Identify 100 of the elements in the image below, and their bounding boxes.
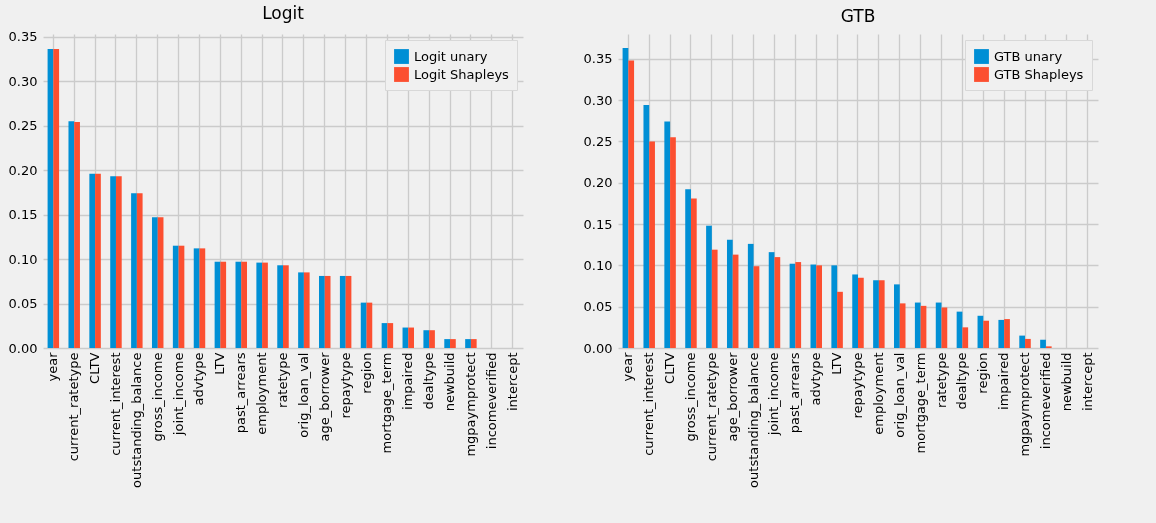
bar: [962, 327, 969, 348]
bar: [241, 261, 247, 348]
bar: [283, 265, 289, 348]
y-tick-label: 0.00: [583, 340, 613, 356]
x-tick-label: mortgage_term: [379, 352, 395, 454]
bar: [816, 265, 822, 348]
y-tick-label: 0.35: [8, 29, 38, 45]
x-tick-label: region: [358, 352, 374, 394]
bar: [429, 330, 435, 348]
bar: [256, 262, 263, 348]
y-tick-label: 0.20: [8, 162, 38, 178]
x-tick-label: outstanding_balance: [128, 352, 144, 488]
x-tick-label: mgpaymprotect: [462, 352, 478, 457]
x-tick-label: age_borrower: [724, 351, 740, 442]
x-tick-label: intercept: [504, 352, 520, 411]
x-tick-label: orig_loan_val: [891, 352, 907, 438]
bar: [319, 275, 325, 348]
y-tick-label: 0.10: [8, 251, 38, 267]
bar: [852, 274, 858, 348]
x-tick-label: newbuild: [1058, 352, 1074, 412]
x-tick-label: dealtype: [954, 352, 970, 410]
bar: [706, 225, 712, 348]
x-tick-label: year: [45, 351, 61, 382]
x-tick-label: employment: [254, 352, 270, 435]
x-tick-label: impaired: [996, 352, 1012, 410]
bar: [131, 193, 137, 348]
bar: [670, 137, 676, 348]
x-tick-label: mortgage_term: [912, 352, 928, 454]
x-tick-label: incomeverified: [1037, 352, 1053, 450]
x-tick-label: past_arrears: [233, 352, 249, 434]
bar: [1019, 335, 1026, 348]
x-tick-label: incomeverified: [483, 352, 499, 450]
bar: [747, 243, 754, 348]
chart-title: Logit: [262, 2, 305, 23]
x-tick-label: mgpaymprotect: [1017, 352, 1033, 457]
bar: [89, 173, 96, 348]
x-tick-label: CLTV: [87, 352, 103, 384]
x-tick-label: LTV: [829, 352, 845, 375]
y-tick-label: 0.15: [8, 207, 38, 223]
bar: [690, 198, 697, 348]
bar: [1025, 338, 1031, 348]
bar: [873, 280, 879, 348]
bar: [444, 339, 451, 348]
bar: [95, 173, 101, 348]
bar: [935, 302, 942, 348]
bar: [74, 122, 80, 348]
x-tick-label: current_ratetype: [66, 352, 82, 462]
bar: [774, 257, 781, 348]
x-tick-label: joint_income: [766, 352, 782, 437]
bar: [277, 265, 283, 348]
bar: [894, 284, 900, 348]
bar: [450, 339, 456, 348]
x-tick-label: employment: [870, 352, 886, 435]
bar: [837, 291, 843, 348]
bar: [711, 249, 718, 348]
x-tick-label: orig_loan_val: [295, 352, 311, 438]
bar: [387, 323, 394, 348]
x-tick-label: current_interest: [107, 352, 123, 456]
bar: [858, 277, 864, 348]
x-tick-label: LTV: [212, 352, 228, 375]
y-tick-label: 0.20: [583, 175, 613, 191]
bar: [914, 302, 921, 348]
bar: [423, 330, 430, 348]
x-tick-label: gross_income: [149, 352, 165, 442]
bar: [110, 176, 116, 348]
x-tick-label: current_ratetype: [703, 352, 719, 462]
x-tick-label: impaired: [400, 352, 416, 410]
y-tick-label: 0.00: [8, 340, 38, 356]
x-tick-label: ratetype: [275, 352, 290, 408]
bar: [643, 105, 650, 348]
bar: [199, 248, 206, 348]
bar: [408, 327, 415, 348]
x-tick-label: ratetype: [933, 352, 949, 408]
bar: [220, 261, 227, 348]
x-tick-label: year: [620, 351, 636, 382]
bar: [649, 141, 655, 348]
y-tick-label: 0.05: [583, 299, 613, 315]
x-tick-label: newbuild: [442, 352, 458, 412]
y-tick-label: 0.30: [8, 73, 38, 89]
y-tick-label: 0.05: [8, 296, 38, 312]
x-tick-label: repaytype: [337, 352, 353, 419]
bar: [831, 265, 838, 348]
bar: [465, 339, 471, 348]
y-tick-label: 0.25: [8, 118, 38, 134]
x-tick-label: current_interest: [641, 352, 657, 456]
bar: [795, 262, 802, 348]
bar: [664, 121, 671, 348]
x-tick-label: advtype: [191, 352, 207, 406]
x-tick-label: gross_income: [682, 352, 698, 442]
bar: [151, 217, 158, 348]
y-tick-label: 0.15: [583, 216, 613, 232]
x-tick-label: intercept: [1079, 352, 1095, 411]
legend-label: GTB unary: [994, 48, 1063, 64]
x-tick-label: dealtype: [421, 352, 437, 410]
y-tick-label: 0.10: [583, 257, 613, 273]
x-tick-label: age_borrower: [316, 351, 332, 442]
bar: [470, 339, 477, 348]
bar: [53, 49, 60, 348]
legend-label: GTB Shapleys: [994, 66, 1084, 82]
bar: [262, 262, 268, 348]
